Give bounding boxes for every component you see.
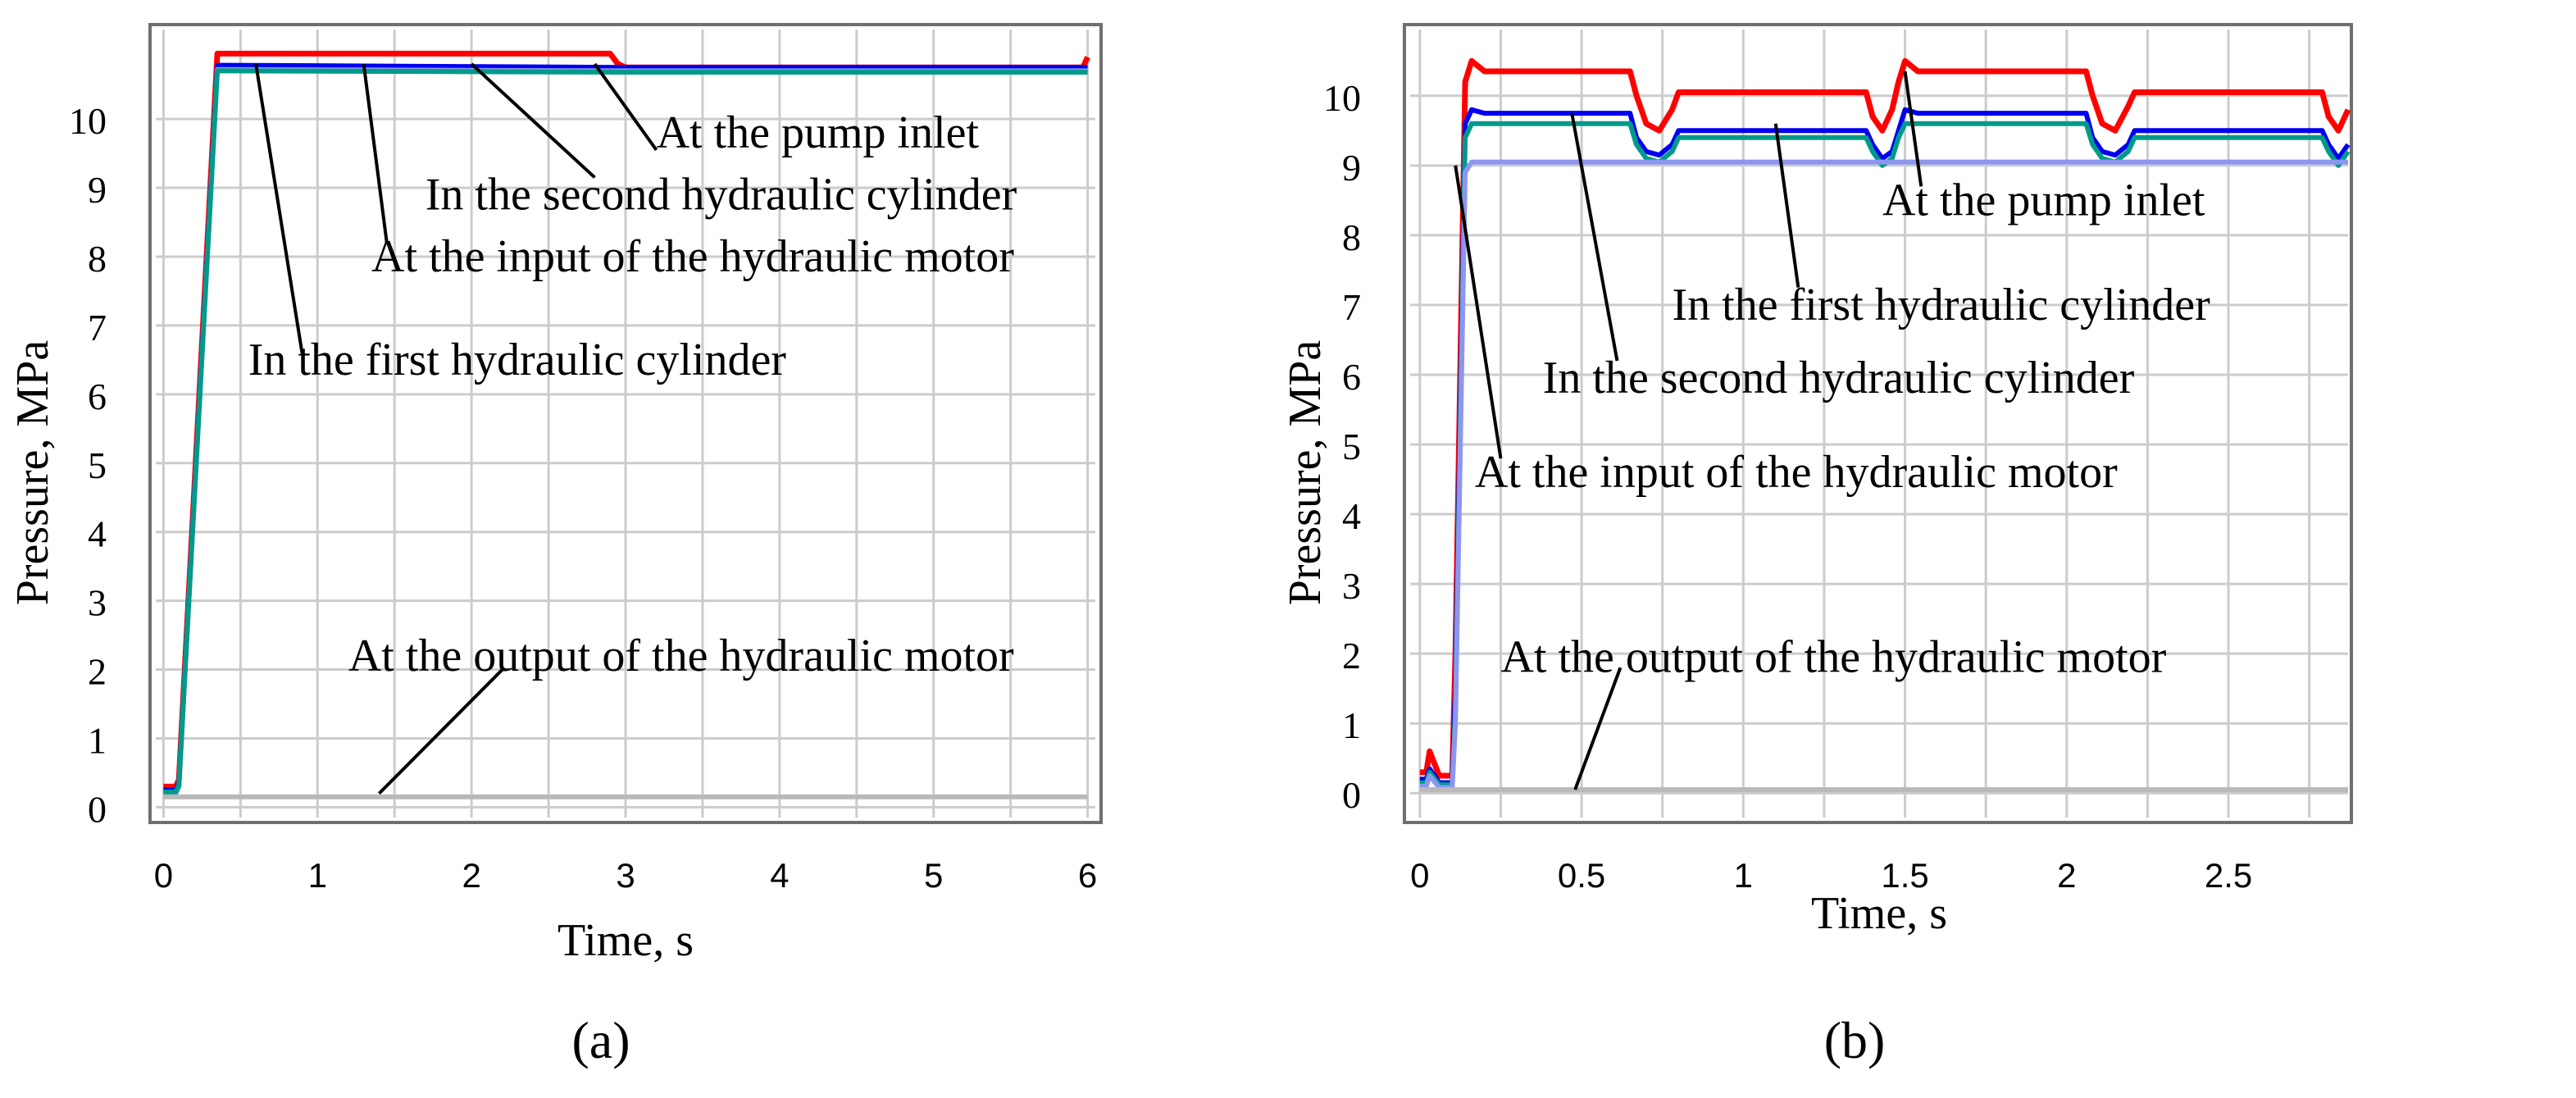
y-tick-label: 1 [1342, 704, 1361, 746]
subfigure-label: (b) [1824, 1011, 1886, 1069]
y-tick-label: 6 [1342, 356, 1361, 398]
annotation-label: At the output of the hydraulic motor [1500, 631, 2166, 682]
subfigure-label: (a) [571, 1011, 630, 1069]
y-tick-label: 5 [88, 444, 107, 486]
x-tick-label: 2 [462, 856, 480, 895]
x-tick-label: 2.5 [2205, 856, 2252, 895]
y-tick-label: 8 [1342, 216, 1361, 258]
annotation-leader-line [1773, 123, 1800, 288]
annotation-label: At the input of the hydraulic motor [371, 231, 1014, 282]
x-tick-label: 1.5 [1881, 856, 1928, 895]
annotation-leader-line [470, 62, 596, 179]
annotation-label: At the output of the hydraulic motor [348, 631, 1014, 681]
annotation-label: In the first hydraulic cylinder [1673, 280, 2211, 330]
y-tick-label: 9 [88, 169, 107, 211]
y-tick-label: 3 [88, 582, 107, 624]
y-axis-label: Pressure, MPa [1280, 340, 1331, 606]
y-tick-label: 6 [88, 376, 107, 417]
y-tick-label: 9 [1342, 147, 1361, 189]
plot-frame [1403, 23, 2353, 824]
panel-a: 0 1 2 3 4 5 6 0 1 2 3 4 5 6 7 8 9 10 At the pump inlet In t… [7, 23, 1103, 1069]
panel-b: 0 0.5 1 1.5 2 2.5 0 1 2 3 4 5 6 7 8 9 10 At the pump inle… [1280, 23, 2353, 1069]
annotation-label: In the first hydraulic cylinder [248, 335, 787, 385]
y-tick-label: 7 [88, 307, 107, 349]
annotation-leader-line [1573, 667, 1623, 790]
x-tick-label: 0 [1410, 856, 1429, 895]
annotation-leader-line [1570, 112, 1619, 362]
annotation-leader-line [593, 62, 658, 152]
y-tick-label: 10 [1323, 77, 1361, 119]
annotation-label: In the second hydraulic cylinder [1543, 353, 2135, 403]
y-tick-label: 10 [69, 100, 107, 142]
annotation-label: In the second hydraulic cylinder [426, 169, 1017, 220]
annotation-leader-line [254, 63, 304, 353]
annotation-leader-line [362, 63, 389, 244]
annotation-leader-line [1454, 165, 1503, 459]
annotation-leader-line [377, 668, 504, 795]
y-tick-label: 4 [1342, 495, 1361, 537]
y-tick-label: 2 [1342, 635, 1361, 677]
y-tick-label: 1 [88, 719, 107, 761]
x-axis-label: Time, s [1811, 888, 1947, 939]
x-tick-label: 0.5 [1558, 856, 1605, 895]
annotation-label: At the pump inlet [657, 107, 980, 158]
x-tick-label: 2 [2057, 856, 2076, 895]
x-tick-label: 3 [616, 856, 635, 895]
x-tick-label: 4 [770, 856, 789, 895]
series-line-first-cylinder [163, 68, 1088, 795]
y-axis-label: Pressure, MPa [7, 340, 58, 606]
annotation-leader-line [1903, 71, 1923, 187]
x-axis-label: Time, s [558, 915, 694, 966]
x-tick-label: 1 [308, 856, 327, 895]
annotation-label: At the input of the hydraulic motor [1475, 447, 2118, 498]
x-tick-label: 6 [1078, 856, 1097, 895]
y-tick-label: 7 [1342, 286, 1361, 328]
x-tick-label: 1 [1734, 856, 1753, 895]
y-tick-label: 2 [88, 651, 107, 693]
y-tick-label: 5 [1342, 426, 1361, 467]
y-tick-label: 0 [1342, 774, 1361, 816]
x-tick-label: 5 [924, 856, 943, 895]
y-tick-label: 4 [88, 513, 107, 555]
x-tick-label: 0 [154, 856, 173, 895]
y-tick-label: 0 [88, 788, 107, 830]
annotation-label: At the pump inlet [1882, 175, 2205, 226]
y-tick-label: 3 [1342, 565, 1361, 607]
y-tick-label: 8 [88, 238, 107, 280]
